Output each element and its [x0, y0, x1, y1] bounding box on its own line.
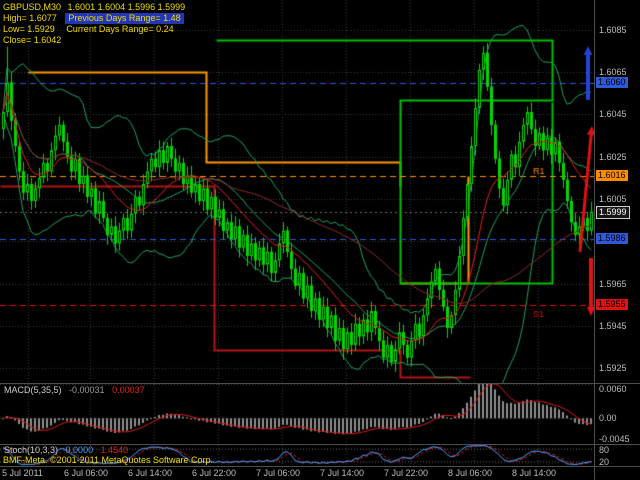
price-tick-label: 1.5945	[599, 320, 627, 331]
stoch-name-label: Stoch(10,3,3)	[4, 445, 59, 455]
time-tick-label: 6 Jul 06:00	[64, 468, 109, 478]
prev-low-label: Low= 1.5929	[3, 24, 55, 34]
time-tick-label: 7 Jul 22:00	[384, 468, 429, 478]
price-tick-label: 1.6085	[599, 24, 627, 35]
macd-name-label: MACD(5,35,5)	[4, 385, 62, 395]
prev-range-badge: Previous Days Range= 1.48	[65, 13, 184, 24]
copyright-watermark: BMF-Meta. ©2001-2011 MetaQuotes Software…	[3, 455, 214, 465]
stochastic-tick-label: 20	[599, 456, 610, 467]
time-axis[interactable]: 5 Jul 2011 6 Jul 06:00 6 Jul 14:00 6 Jul 22…	[0, 467, 640, 480]
stochastic-indicator-pane: Stoch(10,3,3) 0.0000 1.4540 BMF-Meta. ©2…	[0, 445, 640, 467]
ohlc-readout: 1.6001 1.6004 1.5996 1.5999	[67, 2, 186, 12]
price-tick-label: 1.6005	[599, 193, 627, 204]
time-tick-label: 5 Jul 2011	[2, 468, 43, 478]
macd-tick-label: 0.0060	[599, 384, 627, 394]
time-tick-label: 7 Jul 14:00	[320, 468, 365, 478]
main-chart-canvas[interactable]	[0, 0, 594, 383]
prev-high-label: High= 1.6077	[3, 13, 57, 23]
stoch-d-value: 1.4540	[100, 445, 129, 455]
time-tick-label: 8 Jul 06:00	[448, 468, 493, 478]
price-level-badge: 1.5955	[596, 298, 628, 310]
stoch-label-row: Stoch(10,3,3) 0.0000 1.4540	[4, 445, 128, 455]
stochastic-canvas[interactable]	[0, 445, 594, 466]
macd-indicator-pane: MACD(5,35,5) -0.00031 0.00037 0.0060 0.00…	[0, 384, 640, 445]
price-axis[interactable]: 1.6085 1.6065 1.6045 1.6025 1.6005 1.5965 1.59…	[594, 0, 640, 383]
price-level-badge: 1.6016	[596, 169, 628, 181]
macd-canvas[interactable]	[0, 384, 594, 444]
price-tick-label: 1.5925	[599, 363, 627, 374]
macd-main-value: -0.00031	[69, 385, 105, 395]
price-level-badge: 1.5999	[596, 205, 630, 219]
time-tick-label: 8 Jul 14:00	[512, 468, 557, 478]
stochastic-tick-label: 80	[599, 445, 610, 455]
prev-close-label: Close= 1.6042	[3, 35, 62, 45]
stochastic-axis[interactable]: 80 20	[594, 445, 640, 466]
prev-high-row: High= 1.6077 Previous Days Range= 1.48	[3, 13, 184, 24]
stoch-k-value: 0.0000	[65, 445, 94, 455]
price-level-badge: 1.5986	[596, 233, 628, 245]
curr-range-label: Current Days Range= 0.24	[66, 24, 174, 34]
symbol-info-row: GBPUSD,M30 1.6001 1.6004 1.5996 1.5999	[3, 2, 185, 13]
macd-tick-label: 0.00	[599, 413, 617, 424]
macd-signal-value: 0.00037	[112, 385, 145, 395]
time-tick-label: 7 Jul 06:00	[256, 468, 301, 478]
prev-close-row: Close= 1.6042	[3, 35, 61, 46]
macd-axis[interactable]: 0.0060 0.00 -0.0045	[594, 384, 640, 444]
price-tick-label: 1.6045	[599, 109, 627, 120]
axis-corner	[594, 467, 640, 480]
price-tick-label: 1.6025	[599, 151, 627, 162]
price-level-badge: 1.6060	[596, 76, 628, 88]
symbol-timeframe-label: GBPUSD,M30	[3, 2, 62, 12]
macd-tick-label: -0.0045	[599, 434, 630, 444]
time-tick-label: 6 Jul 22:00	[192, 468, 237, 478]
price-tick-label: 1.5965	[599, 278, 627, 289]
price-tick-label: 1.6065	[599, 66, 627, 77]
time-tick-label: 6 Jul 14:00	[128, 468, 173, 478]
macd-label-row: MACD(5,35,5) -0.00031 0.00037	[4, 385, 145, 395]
main-chart-pane: GBPUSD,M30 1.6001 1.6004 1.5996 1.5999 H…	[0, 0, 640, 384]
prev-low-row: Low= 1.5929 Current Days Range= 0.24	[3, 24, 174, 35]
